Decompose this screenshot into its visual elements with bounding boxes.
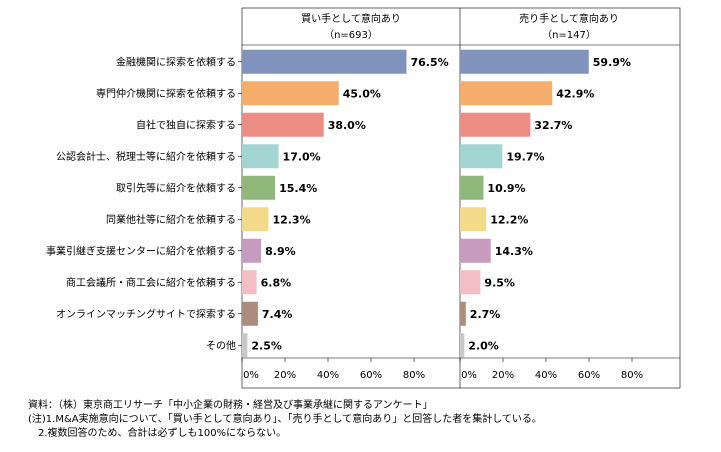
bar bbox=[242, 175, 276, 200]
data-label: 2.7% bbox=[470, 308, 501, 321]
note-1: (注)1.M&A実施意向について、「買い手として意向あり」、「売り手として意向あ… bbox=[28, 414, 542, 425]
data-label: 6.8% bbox=[261, 276, 292, 289]
bar bbox=[242, 270, 257, 295]
category-label: 取引先等に紹介を依頼する bbox=[116, 181, 236, 194]
data-label: 7.4% bbox=[262, 308, 293, 321]
panel-title: 買い手として意向あり bbox=[301, 12, 401, 25]
data-label: 2.5% bbox=[251, 339, 282, 352]
chart-notes: 資料：（株）東京商工リサーチ「中小企業の財務・経営及び事業承継に関するアンケート… bbox=[28, 399, 542, 441]
bar bbox=[242, 301, 258, 326]
bar bbox=[460, 207, 487, 232]
panel-title: 売り手として意向あり bbox=[519, 12, 619, 25]
x-tick-label: 0% bbox=[461, 370, 477, 381]
category-label: 商工会議所・商工会に紹介を依頼する bbox=[66, 276, 236, 289]
data-label: 42.9% bbox=[556, 87, 594, 100]
x-tick-label: 40% bbox=[535, 370, 557, 381]
x-tick-label: 80% bbox=[403, 370, 425, 381]
data-label: 59.9% bbox=[593, 56, 631, 69]
x-tick-label: 20% bbox=[492, 370, 514, 381]
data-label: 76.5% bbox=[410, 56, 448, 69]
category-label: 公認会計士、税理士等に紹介を依頼する bbox=[56, 150, 236, 163]
bar bbox=[460, 144, 503, 169]
bar bbox=[242, 333, 248, 358]
bar bbox=[460, 175, 484, 200]
x-tick-label: 60% bbox=[360, 370, 382, 381]
data-label: 15.4% bbox=[279, 182, 317, 195]
note-2: 2.複数回答のため、合計は必ずしも100%にならない。 bbox=[38, 428, 287, 439]
x-tick-label: 0% bbox=[243, 370, 259, 381]
x-tick-label: 40% bbox=[317, 370, 339, 381]
category-label: 自社で独自に探索する bbox=[136, 118, 236, 131]
data-label: 32.7% bbox=[534, 119, 572, 132]
data-label: 19.7% bbox=[506, 150, 544, 163]
data-label: 9.5% bbox=[484, 276, 515, 289]
bar bbox=[460, 238, 491, 263]
bar bbox=[460, 333, 465, 358]
panel-n-label: （n=147） bbox=[542, 29, 596, 41]
data-label: 2.0% bbox=[468, 339, 499, 352]
bar bbox=[460, 301, 466, 326]
bar bbox=[242, 207, 269, 232]
bar bbox=[460, 49, 589, 74]
data-label: 12.3% bbox=[272, 213, 310, 226]
x-tick-label: 20% bbox=[274, 370, 296, 381]
x-tick-label: 60% bbox=[578, 370, 600, 381]
bar bbox=[460, 81, 553, 106]
panel-n-label: （n=693） bbox=[324, 29, 378, 41]
data-label: 14.3% bbox=[495, 245, 533, 258]
category-label: 専門仲介機関に探索を依頼する bbox=[96, 87, 236, 100]
data-label: 45.0% bbox=[343, 87, 381, 100]
data-label: 10.9% bbox=[487, 182, 525, 195]
category-label: その他 bbox=[206, 339, 236, 352]
bar bbox=[460, 270, 481, 295]
category-label: 金融機関に探索を依頼する bbox=[116, 55, 236, 68]
bar bbox=[242, 238, 262, 263]
bar bbox=[242, 144, 279, 169]
category-label: オンラインマッチングサイトで探索する bbox=[56, 307, 236, 320]
bar bbox=[242, 49, 407, 74]
data-label: 17.0% bbox=[283, 150, 321, 163]
category-label: 同業他社等に紹介を依頼する bbox=[106, 213, 236, 226]
bar bbox=[242, 81, 339, 106]
source-note: 資料：（株）東京商工リサーチ「中小企業の財務・経営及び事業承継に関するアンケート… bbox=[28, 400, 433, 411]
bar bbox=[242, 112, 324, 137]
x-tick-label: 80% bbox=[621, 370, 643, 381]
category-label: 事業引継ぎ支援センターに紹介を依頼する bbox=[46, 244, 236, 257]
data-label: 8.9% bbox=[265, 245, 296, 258]
bar bbox=[460, 112, 531, 137]
data-label: 38.0% bbox=[328, 119, 366, 132]
data-label: 12.2% bbox=[490, 213, 528, 226]
